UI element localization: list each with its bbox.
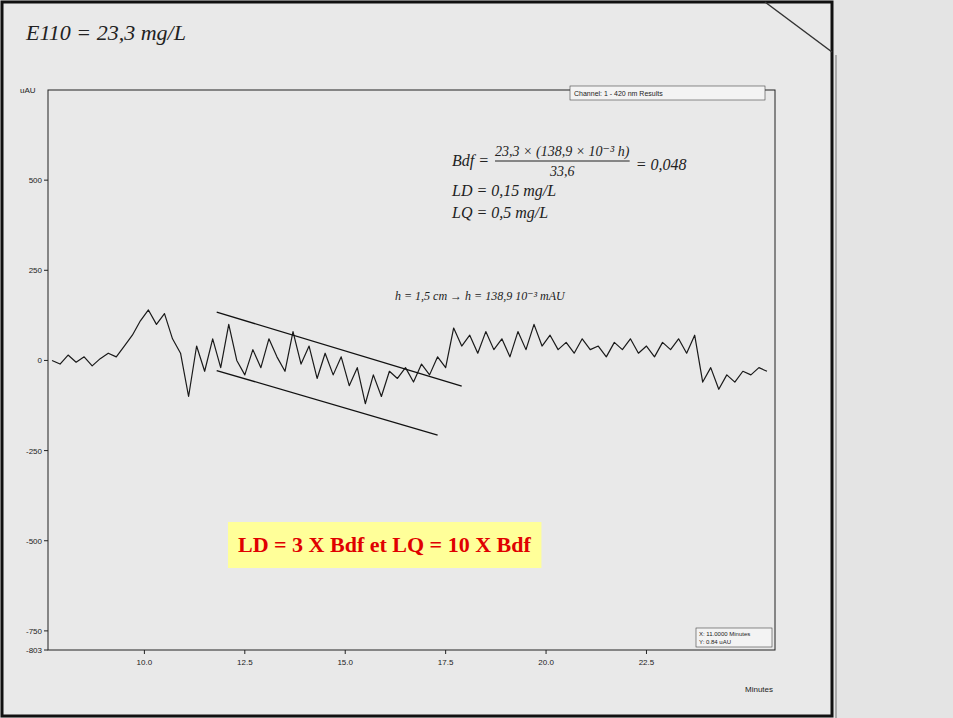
highlight-box (228, 522, 541, 568)
x-tick (445, 650, 446, 654)
y-tick-label: -250 (26, 447, 43, 456)
bdf-denominator: 33,6 (549, 164, 575, 179)
y-tick-label: 250 (29, 266, 43, 275)
x-tick (244, 650, 245, 654)
y-axis-title: uAU (20, 86, 36, 95)
page: E110 = 23,3 mg/L 500 250 0 -250 -500 -750 -803 u… (0, 0, 953, 718)
y-tick (44, 270, 48, 271)
x-tick-label: 10.0 (137, 658, 153, 667)
bdf-numerator: 23,3 × (138,9 × 10⁻³ h) (495, 144, 630, 160)
y-tick-label: -803 (26, 646, 43, 655)
y-tick (44, 180, 48, 181)
y-tick (44, 540, 48, 541)
info-text: Y: 0.84 uAU (699, 639, 731, 645)
page-corner (765, 2, 832, 52)
y-tick-label: -750 (26, 627, 43, 636)
plot-frame (48, 90, 775, 650)
x-tick-label: 22.5 (639, 658, 655, 667)
info-text: X: 11.0000 Minutes (699, 631, 750, 637)
info-text: Channel: 1 - 420 nm Results (574, 90, 663, 97)
box-text: LD = 3 X Bdf et LQ = 10 X Bdf (238, 532, 531, 557)
x-tick-label: 20.0 (538, 658, 554, 667)
ld-text: LD = 0,15 mg/L (451, 182, 556, 200)
bdf-result: = 0,048 (636, 156, 687, 173)
x-tick (646, 650, 647, 654)
x-tick (345, 650, 346, 654)
fraction-bar (495, 161, 630, 162)
signal-line (52, 310, 767, 404)
bdf-label: Bdf = (452, 152, 489, 170)
page-edge (835, 55, 837, 718)
info-box (570, 86, 765, 100)
y-tick (44, 360, 48, 361)
noise-envelope (217, 312, 462, 386)
lq-text: LQ = 0,5 mg/L (451, 204, 548, 222)
x-tick-label: 15.0 (337, 658, 353, 667)
y-tick (44, 650, 48, 651)
y-tick-label: -500 (26, 537, 43, 546)
y-tick-label: 500 (29, 176, 43, 185)
x-tick (546, 650, 547, 654)
x-axis-title: Minutes (745, 685, 773, 694)
noise-text: h = 1,5 cm → h = 138,9 10⁻³ mAU (395, 289, 566, 303)
x-tick-label: 17.5 (438, 658, 454, 667)
y-tick (44, 450, 48, 451)
noise-envelope (217, 371, 438, 436)
x-tick (144, 650, 145, 654)
header: E110 = 23,3 mg/L (25, 20, 186, 45)
page-frame (2, 2, 832, 716)
info-box (696, 628, 772, 647)
y-tick-label: 0 (38, 356, 43, 365)
x-tick-label: 12.5 (237, 658, 253, 667)
y-tick (44, 630, 48, 631)
plot-area (52, 310, 767, 435)
